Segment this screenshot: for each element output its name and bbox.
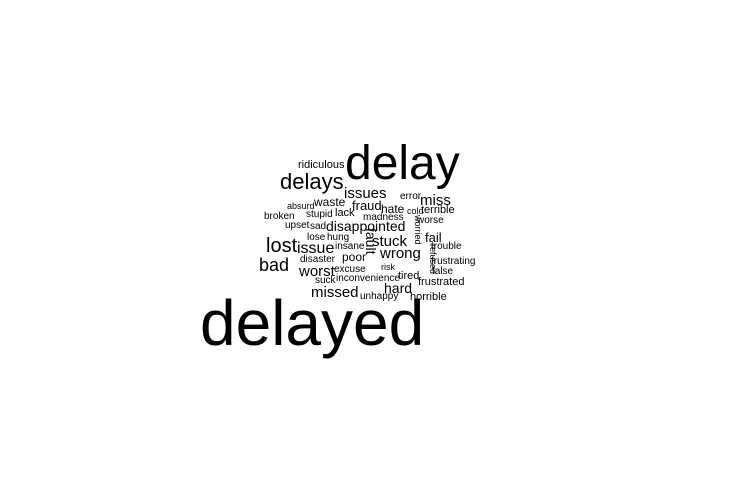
word-stuck: stuck	[372, 233, 408, 250]
word-madness: madness	[363, 212, 404, 223]
word-error: error	[400, 191, 422, 202]
word-inconvenience: inconvenience	[336, 273, 400, 284]
word-issues: issues	[344, 185, 387, 202]
word-suck: suck	[315, 275, 336, 286]
word-waste: waste	[314, 195, 346, 209]
word-insane: insane	[335, 241, 365, 252]
word-stupid: stupid	[306, 209, 333, 220]
word-fault: fault	[363, 228, 379, 255]
word-frustrating: frustrating	[431, 256, 476, 267]
word-lose: lose	[307, 232, 326, 243]
word-tired: tired	[398, 270, 420, 282]
word-risk: risk	[381, 262, 395, 272]
word-hard: hard	[384, 280, 413, 296]
word-disappointed: disappointed	[326, 218, 406, 234]
word-bad: bad	[259, 255, 290, 275]
word-delayed: delayed	[200, 287, 425, 359]
word-absurd: absurd	[287, 201, 315, 211]
word-cold: cold	[407, 206, 424, 216]
word-horrible: horrible	[410, 291, 447, 303]
word-worried: worried	[413, 215, 423, 245]
word-fail: fail	[425, 230, 442, 245]
word-lack: lack	[335, 207, 355, 219]
word-delays: delays	[280, 169, 344, 194]
word-fraud: fraud	[352, 198, 382, 213]
word-hung: hung	[327, 232, 350, 243]
word-trouble: trouble	[431, 241, 462, 252]
word-sad: sad	[310, 221, 327, 232]
word-terrible: terrible	[421, 204, 455, 216]
word-issue: issue	[297, 240, 335, 257]
word-wrong: wrong	[380, 245, 421, 262]
word-ridiculous: ridiculous	[298, 159, 345, 171]
word-refused: refused	[428, 244, 438, 275]
word-excuse: excuse	[334, 264, 366, 275]
word-worst: worst	[299, 263, 335, 280]
word-hate: hate	[381, 202, 405, 216]
word-unhappy: unhappy	[360, 291, 399, 302]
word-miss: miss	[420, 192, 451, 209]
word-lost: lost	[266, 235, 298, 257]
word-delay: delay	[345, 137, 460, 190]
word-missed: missed	[311, 284, 359, 301]
word-disaster: disaster	[300, 254, 336, 265]
word-broken: broken	[264, 211, 295, 222]
word-poor: poor	[342, 250, 367, 264]
word-frustrated: frustrated	[418, 276, 465, 288]
word-false: false	[432, 266, 454, 277]
word-upset: upset	[285, 220, 310, 231]
word-worse: worse	[417, 215, 444, 226]
